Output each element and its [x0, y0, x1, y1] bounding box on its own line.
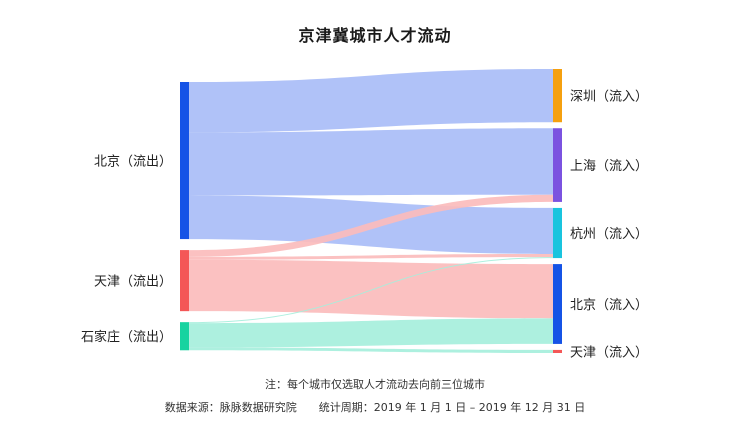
flow-links [189, 69, 553, 353]
node-labels: 北京（流出） 天津（流出） 石家庄（流出） 深圳（流入） 上海（流入） 杭州（流入） 北京（… [81, 90, 648, 361]
label-sz_in: 深圳（流入） [570, 90, 648, 105]
node-tj_in [553, 349, 562, 353]
node-sh_in [553, 128, 562, 202]
label-tj_in: 天津（流入） [570, 345, 648, 360]
label-tj_out: 天津（流出） [94, 275, 172, 290]
nodes [180, 69, 562, 353]
flow-tj_out-to-hz_in [189, 253, 553, 260]
label-sh_in: 上海（流入） [570, 159, 648, 174]
node-hz_in [553, 207, 562, 259]
stat-period: 统计周期：2019 年 1 月 1 日 – 2019 年 12 月 31 日 [318, 401, 586, 414]
node-bj_in [553, 264, 562, 344]
label-sjz_out: 石家庄（流出） [81, 329, 172, 345]
label-bj_in: 北京（流入） [570, 298, 648, 313]
node-bj_out [180, 82, 189, 240]
source-line: 数据来源：脉脉数据研究院 统计周期：2019 年 1 月 1 日 – 2019 年… [0, 399, 750, 415]
flow-bj_out-to-sh_in [189, 128, 553, 196]
flow-sjz_out-to-bj_in [189, 318, 553, 348]
node-tj_out [180, 250, 189, 312]
chart-title: 京津冀城市人才流动 [298, 26, 452, 45]
flow-sjz_out-to-tj_in [189, 347, 553, 353]
flow-sjz_out-to-hz_in [189, 257, 553, 324]
flow-tj_out-to-sh_in [189, 194, 553, 257]
label-bj_out: 北京（流出） [94, 155, 172, 170]
data-source: 数据来源：脉脉数据研究院 [164, 401, 297, 414]
node-sjz_out [180, 322, 189, 351]
footnote: 注：每个城市仅选取人才流动去向前三位城市 [265, 378, 485, 391]
flow-bj_out-to-sz_in [189, 69, 553, 133]
label-hz_in: 杭州（流入） [570, 227, 648, 242]
flow-tj_out-to-bj_in [189, 259, 553, 319]
node-sz_in [553, 69, 562, 123]
